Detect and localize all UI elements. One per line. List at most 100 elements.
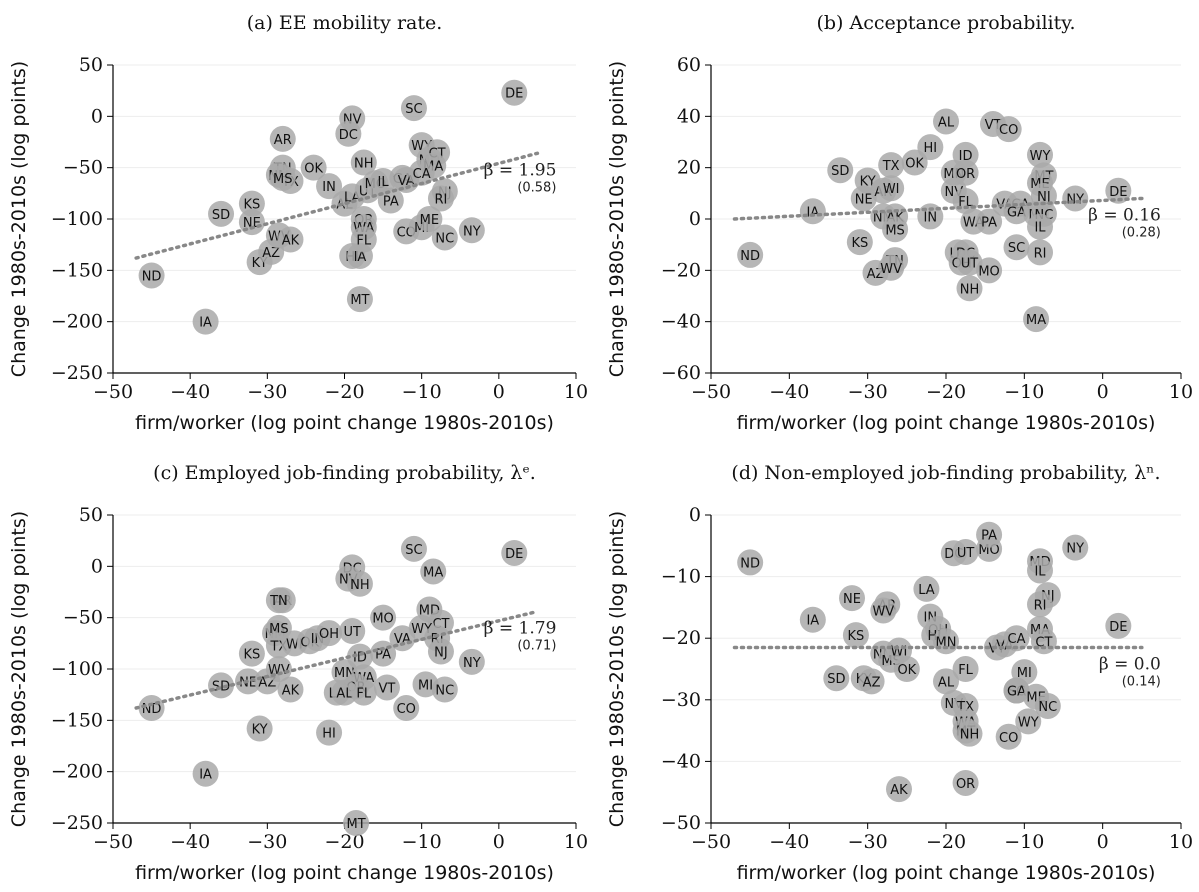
data-point-sc: SC [400,535,427,562]
point-label: OK [897,663,916,678]
data-point-ak: AK [277,226,304,253]
data-point-nc: NC [431,224,458,251]
point-marker [1023,306,1050,333]
data-point-mo: MO [370,604,397,631]
y-tick-label: −150 [51,709,103,731]
panel-d: −50 −40 −30 −20 −10 0 −50 −40 −30 −20 −10 0 10 (d) No… [606,462,1193,884]
point-marker [427,638,454,665]
point-label: AL [938,675,955,690]
point-label: DE [505,87,523,102]
point-label: TN [269,594,288,609]
point-marker [737,549,764,576]
point-marker [1027,591,1053,618]
point-label: IL [1034,564,1046,579]
data-point-sd: SD [208,200,235,227]
point-marker [1011,659,1038,686]
point-marker [850,185,877,212]
point-marker [431,224,458,251]
data-point-az: AZ [858,668,885,695]
data-point-ia: IA [799,606,826,633]
point-label: SC [1008,241,1025,256]
point-marker [269,164,296,191]
data-point-hi: HI [316,719,343,746]
point-label: WY [1018,715,1039,730]
point-label: IL [1034,221,1046,236]
point-marker [956,249,983,276]
data-point-ks: KS [238,640,265,667]
point-label: FL [958,195,973,210]
point-label: MS [885,223,904,238]
point-label: WI [883,182,900,197]
point-label: PA [383,195,399,210]
point-label: GA [1007,685,1026,700]
point-marker [420,558,447,585]
x-tick-label: −50 [93,831,133,853]
point-label: KS [848,629,865,644]
data-point-wi: WI [878,175,905,202]
point-marker [917,134,944,161]
data-point-nj: NJ [427,638,454,665]
beta-annotation: β = 1.95 [484,160,557,180]
y-tick-label: −200 [51,311,103,333]
data-point-id: ID [952,141,979,168]
point-label: DC [339,128,358,143]
point-marker [246,715,273,742]
data-point-ri: RI [427,185,454,212]
point-label: RI [1034,246,1047,261]
x-tick-label: 0 [493,381,505,403]
point-marker [458,648,485,675]
fit-line [134,609,540,710]
data-point-co: CO [995,116,1022,143]
x-tick-label: 10 [1169,831,1193,853]
point-marker [265,587,292,614]
point-label: MS [273,172,292,187]
x-tick-label: −40 [769,831,809,853]
data-point-co: CO [393,695,420,722]
point-marker [956,275,983,302]
point-label: VT [379,681,396,696]
point-label: KS [244,648,261,663]
data-point-sc: SC [400,95,427,122]
data-point-ia: IA [192,760,219,787]
point-label: MS [269,622,288,637]
point-marker [952,769,979,796]
point-marker [886,776,912,803]
point-marker [952,538,979,565]
point-marker [846,229,873,256]
data-point-ma: MA [1023,306,1050,333]
panel-title: (b) Acceptance probability. [816,12,1075,34]
point-label: AZ [262,246,280,261]
point-marker [316,719,343,746]
point-label: SC [405,543,422,558]
point-label: OH [319,627,339,642]
x-tick-label: −40 [170,381,210,403]
point-marker [346,286,373,313]
point-label: MA [423,565,443,580]
data-point-sc: SC [1003,234,1030,261]
point-marker [370,604,397,631]
point-label: PA [981,216,997,231]
fit-line [732,196,1144,221]
data-point-nh: NH [346,570,373,597]
data-point-ny: NY [1062,185,1089,212]
point-label: CO [397,702,416,717]
y-tick-label: −30 [661,689,701,711]
point-label: PA [981,529,997,544]
point-label: AK [282,684,300,699]
x-tick-label: 10 [564,831,588,853]
y-tick-label: 40 [677,105,701,127]
point-label: KS [244,198,261,213]
point-marker [138,262,165,289]
data-point-co: CO [995,723,1022,750]
data-point-mo: MO [976,257,1003,284]
point-label: NY [1066,542,1084,557]
point-marker [799,198,826,225]
y-tick-label: −20 [661,627,701,649]
y-tick-label: −40 [661,311,701,333]
point-marker [839,585,865,612]
point-label: IA [199,768,212,783]
point-label: ND [142,269,162,284]
point-label: NE [855,192,873,207]
point-label: NE [843,592,861,607]
